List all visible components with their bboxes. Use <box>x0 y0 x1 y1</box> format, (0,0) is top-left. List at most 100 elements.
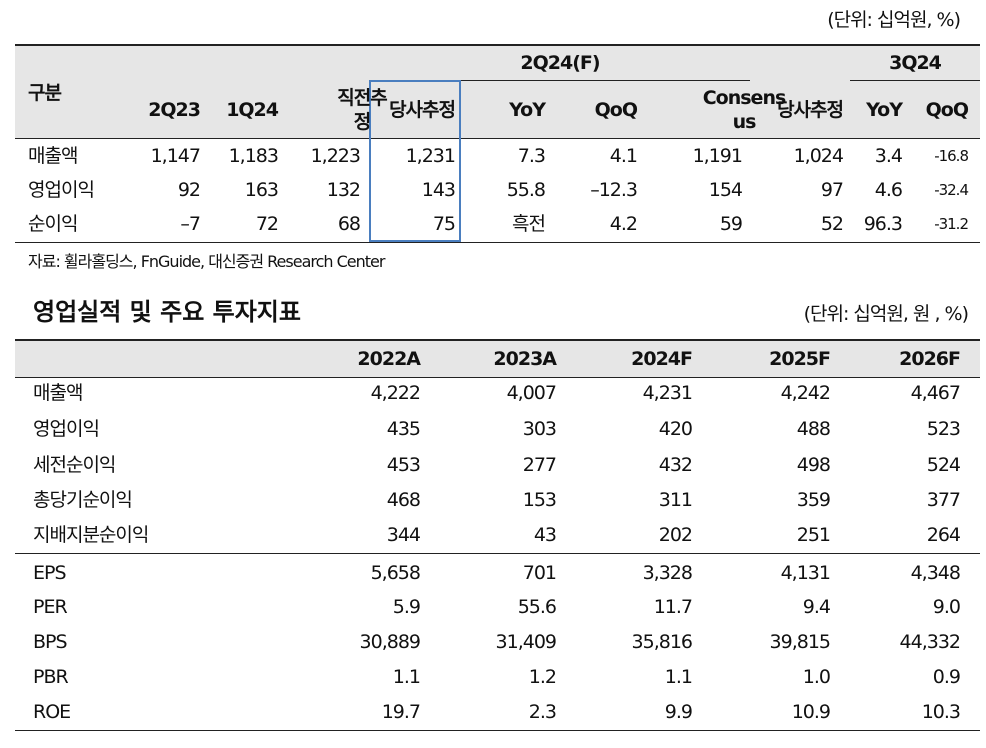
column-header: YoY <box>866 99 903 121</box>
cell: 97 <box>820 179 844 201</box>
cell: 44,332 <box>899 631 961 653</box>
column-header: 2022A <box>357 348 421 370</box>
cell: 43 <box>533 524 557 546</box>
rule <box>15 339 980 341</box>
row-label: PER <box>33 596 68 618</box>
cell: 435 <box>386 418 421 440</box>
cell: 1.0 <box>802 666 831 688</box>
row-label: BPS <box>33 631 68 653</box>
cell: 1,231 <box>405 145 456 167</box>
row-label: 영업이익 <box>28 179 95 201</box>
cell: 75 <box>432 213 456 235</box>
row-label: EPS <box>33 562 67 584</box>
cell: 4.1 <box>609 145 638 167</box>
rule <box>15 377 980 378</box>
group-header: 3Q24 <box>889 52 942 74</box>
cell: 9.0 <box>932 596 961 618</box>
header-bg <box>15 340 980 377</box>
group-header: 2Q24(F) <box>520 52 600 74</box>
header-label: 구분 <box>28 82 62 104</box>
cell: 453 <box>386 454 421 476</box>
cell: 377 <box>926 489 961 511</box>
cell: 52 <box>820 213 844 235</box>
cell: 311 <box>658 489 693 511</box>
cell: 4,231 <box>642 382 693 404</box>
column-header: 2026F <box>899 348 961 370</box>
cell: 30,889 <box>359 631 421 653</box>
column-header: QoQ <box>925 99 969 121</box>
header-bg <box>15 45 980 138</box>
column-header: 2024F <box>631 348 693 370</box>
cell: 277 <box>522 454 557 476</box>
cell: 1,223 <box>310 145 361 167</box>
cell: 7.3 <box>517 145 546 167</box>
rule <box>15 730 980 731</box>
cell: 0.9 <box>932 666 961 688</box>
row-label: 매출액 <box>33 382 83 404</box>
cell: 3.4 <box>874 145 903 167</box>
row-label: 영업이익 <box>33 418 100 440</box>
cell: 4,007 <box>506 382 557 404</box>
row-label: 순이익 <box>28 213 78 235</box>
cell: 10.9 <box>791 701 831 723</box>
cell: 10.3 <box>921 701 961 723</box>
cell: 92 <box>177 179 201 201</box>
cell: 55.6 <box>517 596 557 618</box>
cell: 4,222 <box>370 382 421 404</box>
cell: 1,147 <box>150 145 201 167</box>
cell: 468 <box>386 489 421 511</box>
rule <box>850 80 980 81</box>
column-header: 당사추정 <box>777 99 844 121</box>
column-header: 2Q23 <box>148 99 201 121</box>
rule <box>15 242 980 243</box>
cell: 흑전 <box>512 213 546 235</box>
source-note: 자료: 휠라홀딩스, FnGuide, 대신증권 Research Center <box>28 252 385 271</box>
cell: 31,409 <box>495 631 557 653</box>
cell: 55.8 <box>506 179 546 201</box>
row-label: 세전순이익 <box>33 454 116 476</box>
cell: –7 <box>180 213 201 235</box>
cell: 432 <box>658 454 693 476</box>
row-label: 지배지분순이익 <box>33 524 149 546</box>
unit-label: (단위: 십억원, %) <box>827 9 961 31</box>
cell: 72 <box>255 213 279 235</box>
cell: 202 <box>658 524 693 546</box>
cell: 96.3 <box>863 213 903 235</box>
row-label: ROE <box>33 701 71 723</box>
cell: 153 <box>522 489 557 511</box>
rule <box>15 553 980 554</box>
cell: 163 <box>244 179 279 201</box>
cell: 59 <box>719 213 743 235</box>
column-header: 당사추정 <box>389 99 456 121</box>
cell: 524 <box>926 454 961 476</box>
cell: 4,131 <box>780 562 831 584</box>
cell: 9.4 <box>802 596 831 618</box>
column-header: 1Q24 <box>226 99 279 121</box>
column-header: 2023A <box>493 348 557 370</box>
cell: 1.2 <box>528 666 557 688</box>
rule <box>15 138 980 139</box>
cell: 251 <box>796 524 831 546</box>
cell: 344 <box>386 524 421 546</box>
column-header: 직전추정 <box>337 87 387 133</box>
unit-label: (단위: 십억원, 원 , %) <box>803 303 969 325</box>
row-label: PBR <box>33 666 69 688</box>
cell: 4,348 <box>910 562 961 584</box>
cell: 523 <box>926 418 961 440</box>
column-header: QoQ <box>594 99 638 121</box>
cell: 1.1 <box>664 666 693 688</box>
rule <box>369 80 750 81</box>
cell: 11.7 <box>653 596 693 618</box>
cell: 9.9 <box>664 701 693 723</box>
cell: 488 <box>796 418 831 440</box>
row-label: 총당기순이익 <box>33 489 133 511</box>
cell: 303 <box>522 418 557 440</box>
column-header: YoY <box>509 99 546 121</box>
cell: 264 <box>926 524 961 546</box>
cell: 420 <box>658 418 693 440</box>
cell: -31.2 <box>934 215 969 233</box>
cell: 2.3 <box>528 701 557 723</box>
cell: 5.9 <box>392 596 421 618</box>
cell: 4.2 <box>609 213 638 235</box>
row-label: 매출액 <box>28 145 78 167</box>
